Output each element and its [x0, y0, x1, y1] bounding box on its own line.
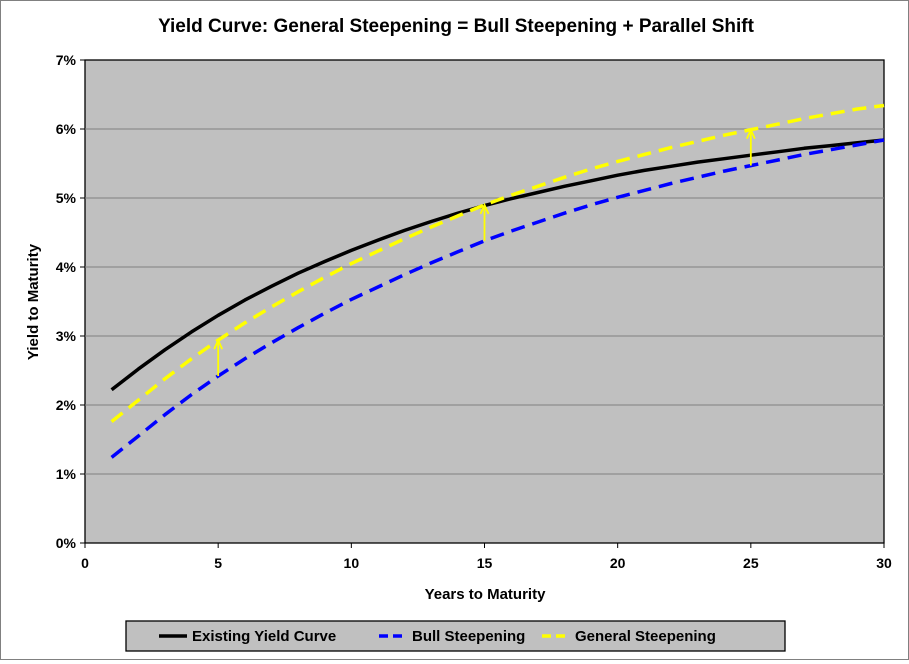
shift-arrow: [746, 127, 756, 166]
shift-arrow: [479, 202, 490, 241]
series-line-bull-steepening: [110, 138, 885, 459]
legend-label: General Steepening: [575, 628, 716, 645]
chart-title: Yield Curve: General Steepening = Bull S…: [158, 16, 755, 37]
y-tick-label: 4%: [56, 259, 77, 275]
legend-box: [125, 620, 786, 652]
series-line-general-steepening: [110, 103, 885, 423]
x-axis-ticks: 0 5 10 15 20 25 30: [81, 543, 892, 571]
y-tick-label: 1%: [56, 466, 77, 482]
x-tick-label: 20: [610, 555, 626, 571]
y-tick-label: 6%: [56, 121, 77, 137]
x-tick-label: 30: [876, 555, 892, 571]
x-axis-label: Years to Maturity: [425, 586, 547, 603]
legend-label: Existing Yield Curve: [192, 628, 336, 645]
y-tick-label: 7%: [56, 52, 77, 68]
y-tick-label: 2%: [56, 397, 77, 413]
x-tick-label: 5: [214, 555, 222, 571]
y-tick-label: 5%: [56, 190, 77, 206]
shift-arrows: [213, 127, 756, 377]
shift-arrow: [213, 337, 223, 377]
x-tick-label: 0: [81, 555, 89, 571]
gridlines: [85, 128, 884, 475]
series-line-existing-yield-curve: [110, 138, 885, 392]
y-axis-ticks: 0% 1% 2% 3% 4% 5% 6% 7%: [56, 52, 85, 551]
y-tick-label: 3%: [56, 328, 77, 344]
legend: Existing Yield Curve Bull Steepening Gener…: [125, 620, 786, 652]
legend-label: Bull Steepening: [412, 628, 525, 645]
plot-area: [84, 59, 885, 544]
x-tick-label: 15: [477, 555, 493, 571]
y-tick-label: 0%: [56, 535, 77, 551]
y-axis-label: Yield to Maturity: [25, 243, 42, 360]
series-lines: [110, 103, 885, 459]
x-tick-label: 10: [344, 555, 360, 571]
x-tick-label: 25: [743, 555, 759, 571]
